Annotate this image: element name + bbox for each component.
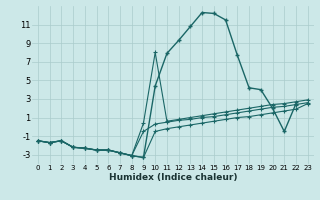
X-axis label: Humidex (Indice chaleur): Humidex (Indice chaleur) <box>108 173 237 182</box>
